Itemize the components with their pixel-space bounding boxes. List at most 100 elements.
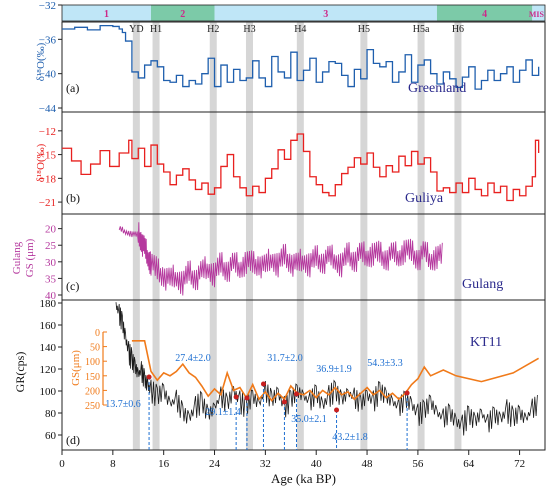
osl-sample-dot xyxy=(244,395,250,401)
mis-stage-bar xyxy=(532,5,545,21)
osl-sample-dot xyxy=(294,391,300,397)
osl-sample-dot xyxy=(281,399,287,405)
y-tick-label: 80 xyxy=(45,408,57,420)
y-tick-label: 100 xyxy=(40,386,57,398)
event-label: H5a xyxy=(413,24,430,35)
mis-stage-label: 4 xyxy=(482,9,487,20)
mis-stage-bar xyxy=(214,5,437,21)
event-band xyxy=(454,22,462,450)
panel-c-label: (c) xyxy=(66,279,79,293)
y-tick-label: −15 xyxy=(39,150,57,162)
x-axis-label: Age (ka BP) xyxy=(271,471,336,486)
event-label: YD xyxy=(129,24,143,35)
mis-stage-bar xyxy=(436,5,533,21)
x-tick-label: 24 xyxy=(209,458,221,470)
event-band xyxy=(417,22,425,450)
osl-age-label: 27.4±2.0 xyxy=(175,353,211,364)
y-tick-label: −21 xyxy=(39,197,56,209)
osl-age-label: 35.0±2.1 xyxy=(291,414,327,425)
gs-axis-tick-label: 100 xyxy=(85,357,100,368)
y-tick-label: 30 xyxy=(45,257,57,269)
y-tick-label: −32 xyxy=(39,0,56,12)
y-tick-label: 40 xyxy=(45,290,57,302)
x-tick-label: 64 xyxy=(463,458,475,470)
mis-frame xyxy=(61,4,546,22)
event-band xyxy=(245,22,253,450)
panel-c-ylabel: GulangGS (μm) xyxy=(11,238,36,277)
osl-age-label: 54.3±3.3 xyxy=(367,358,403,369)
event-band xyxy=(209,22,217,450)
y-tick-label: 180 xyxy=(40,298,57,310)
event-band xyxy=(296,22,304,450)
y-tick-label: −44 xyxy=(39,103,57,115)
osl-age-label: 43.2±1.8 xyxy=(332,432,368,443)
panel-b-label: (b) xyxy=(66,191,80,205)
osl-age-label: 31.7±2.0 xyxy=(267,353,303,364)
mis-stage-label: 3 xyxy=(323,9,328,20)
event-label: H5 xyxy=(358,24,370,35)
kt11-label: KT11 xyxy=(470,335,502,350)
gs-axis-tick-label: 200 xyxy=(85,386,100,397)
y-tick-label: −36 xyxy=(39,34,57,46)
panel-a-label: (a) xyxy=(66,81,79,95)
y-tick-label: 20 xyxy=(45,224,57,236)
osl-sample-dot xyxy=(233,394,239,400)
gs-axis-tick-label: 50 xyxy=(90,343,100,354)
x-tick-label: 40 xyxy=(311,458,323,470)
panel-frame xyxy=(61,299,546,451)
mis-stage-label: 1 xyxy=(104,9,109,20)
mis-stage-label: MIS xyxy=(529,10,545,19)
y-tick-label: 120 xyxy=(40,364,57,376)
guliya-series-line xyxy=(62,133,540,202)
panel-a-ylabel: δ¹⁸O(‰) xyxy=(35,42,47,81)
event-label: H2 xyxy=(207,24,219,35)
gs-axis-tick-label: 0 xyxy=(95,328,100,339)
event-label: H1 xyxy=(150,24,162,35)
x-tick-label: 72 xyxy=(514,458,525,470)
gs-axis-tick-label: 150 xyxy=(85,372,100,383)
osl-sample-dot xyxy=(334,407,340,413)
mis-stage-bar xyxy=(150,5,215,21)
y-tick-label: 25 xyxy=(45,240,57,252)
x-tick-label: 8 xyxy=(110,458,116,470)
event-label: H3 xyxy=(243,24,255,35)
y-tick-label: 60 xyxy=(45,430,57,442)
y-tick-label: −18 xyxy=(39,173,57,185)
gulang-label: Gulang xyxy=(462,277,503,292)
panel-b-ylabel: δ¹⁸O(‰) xyxy=(35,143,47,182)
guliya-label: Guliya xyxy=(405,191,444,206)
x-tick-label: 48 xyxy=(362,458,374,470)
event-label: H6 xyxy=(452,24,464,35)
gulang-series-line xyxy=(118,222,443,296)
panel-d-label: (d) xyxy=(66,433,80,447)
osl-sample-dot xyxy=(146,374,152,380)
event-band xyxy=(152,22,160,450)
osl-sample-dot xyxy=(404,390,410,396)
greenland-label: Greenland xyxy=(408,81,466,96)
mis-stage-bar xyxy=(62,5,151,21)
osl-age-label: 36.9±1.9 xyxy=(316,364,352,375)
y-tick-label: 35 xyxy=(45,273,57,285)
x-tick-label: 56 xyxy=(412,458,424,470)
mis-stage-label: 2 xyxy=(180,9,185,20)
osl-age-label: 29.1±1.4 xyxy=(205,407,241,418)
event-label: H4 xyxy=(294,24,306,35)
gs-axis-tick-label: 250 xyxy=(85,401,100,412)
gr-series-line xyxy=(115,302,538,436)
osl-sample-dot xyxy=(260,381,266,387)
x-tick-label: 0 xyxy=(59,458,65,470)
greenland-series-line xyxy=(62,24,540,90)
panel-d-ylabel: GR(cps) xyxy=(13,352,27,393)
x-tick-label: 16 xyxy=(158,458,170,470)
y-tick-label: 140 xyxy=(40,342,57,354)
gs-axis-label: GS(μm) xyxy=(70,350,82,386)
y-tick-label: −12 xyxy=(39,126,56,138)
y-tick-label: 160 xyxy=(40,320,57,332)
event-band xyxy=(360,22,368,450)
gs-series-line xyxy=(131,340,539,402)
x-tick-label: 32 xyxy=(260,458,271,470)
osl-age-label: 13.7±0.6 xyxy=(105,399,141,410)
y-tick-label: −40 xyxy=(39,69,57,81)
